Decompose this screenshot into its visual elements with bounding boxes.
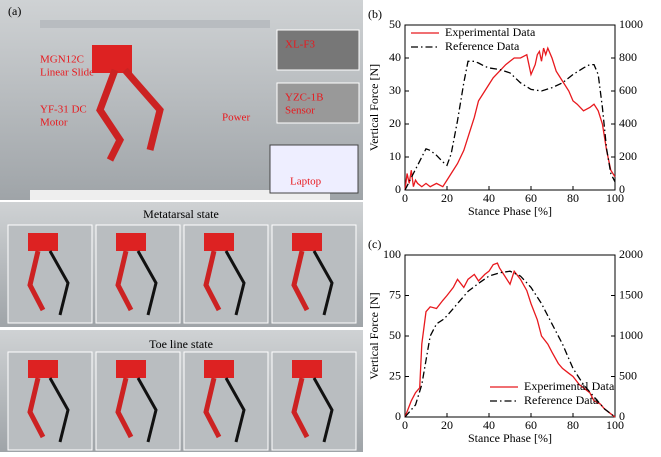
annotation: YZC-1B bbox=[285, 92, 324, 104]
annotation: MGN12C bbox=[40, 54, 84, 66]
data-line bbox=[405, 61, 615, 190]
x-tick-label: 80 bbox=[567, 418, 579, 432]
y2-tick-label: 2000 bbox=[619, 247, 643, 261]
y-tick-label: 10 bbox=[389, 149, 401, 163]
caption: Toe line state bbox=[149, 337, 213, 351]
caption: Metatarsal state bbox=[143, 207, 219, 221]
legend-label: Experimental Data bbox=[445, 25, 536, 39]
data-line bbox=[405, 48, 615, 190]
photo-motor bbox=[28, 233, 58, 251]
annotation: Linear Slide bbox=[40, 67, 94, 79]
x-axis-title: Stance Phase [%] bbox=[468, 431, 552, 445]
y2-tick-label: 1500 bbox=[619, 287, 643, 301]
y2-tick-label: 0 bbox=[619, 409, 625, 423]
y2-tick-label: 400 bbox=[619, 116, 637, 130]
annotation: XL-F3 bbox=[285, 39, 315, 51]
y2-tick-label: 600 bbox=[619, 83, 637, 97]
y-axis-title: Vertical Force [N] bbox=[367, 292, 381, 379]
legend-label: Reference Data bbox=[524, 393, 599, 407]
photo-frame bbox=[40, 20, 270, 28]
x-tick-label: 40 bbox=[483, 418, 495, 432]
legend-label: Reference Data bbox=[445, 39, 520, 53]
x-tick-label: 80 bbox=[567, 191, 579, 205]
y-tick-label: 20 bbox=[389, 116, 401, 130]
x-tick-label: 40 bbox=[483, 191, 495, 205]
photo-motor bbox=[204, 360, 234, 378]
y-tick-label: 25 bbox=[389, 368, 401, 382]
x-tick-label: 0 bbox=[402, 418, 408, 432]
y2-tick-label: 800 bbox=[619, 50, 637, 64]
y-axis-title: Vertical Force [N] bbox=[367, 64, 381, 151]
x-tick-label: 60 bbox=[525, 191, 537, 205]
y-tick-label: 40 bbox=[389, 50, 401, 64]
annotation: Motor bbox=[40, 117, 68, 129]
y2-tick-label: 200 bbox=[619, 149, 637, 163]
photo-motor bbox=[28, 360, 58, 378]
photo-motor bbox=[116, 360, 146, 378]
photo-motor bbox=[292, 233, 322, 251]
y-tick-label: 75 bbox=[389, 287, 401, 301]
y-tick-label: 0 bbox=[395, 409, 401, 423]
annotation: YF-31 DC bbox=[40, 104, 87, 116]
panel-label: (a) bbox=[8, 4, 21, 18]
figure: (a) MGN12CLinear Slide YF-31 DCMotor XL-F3… bbox=[0, 0, 661, 452]
y2-tick-label: 500 bbox=[619, 368, 637, 382]
photo-motor bbox=[204, 233, 234, 251]
annotation: Laptop bbox=[290, 176, 322, 188]
panel-label: (b) bbox=[368, 7, 382, 21]
annotation: Sensor bbox=[285, 105, 315, 117]
y2-tick-label: 1000 bbox=[619, 17, 643, 31]
legend-label: Experimental Data bbox=[524, 379, 615, 393]
photo-motor bbox=[92, 45, 132, 73]
photo-motor bbox=[116, 233, 146, 251]
y2-tick-label: 0 bbox=[619, 182, 625, 196]
y-tick-label: 30 bbox=[389, 83, 401, 97]
x-tick-label: 20 bbox=[441, 191, 453, 205]
x-tick-label: 20 bbox=[441, 418, 453, 432]
y-tick-label: 50 bbox=[389, 328, 401, 342]
y2-tick-label: 1000 bbox=[619, 328, 643, 342]
y-tick-label: 0 bbox=[395, 182, 401, 196]
y-tick-label: 100 bbox=[383, 247, 401, 261]
photo-motor bbox=[292, 360, 322, 378]
x-tick-label: 60 bbox=[525, 418, 537, 432]
x-tick-label: 0 bbox=[402, 191, 408, 205]
annotation: Power bbox=[222, 112, 250, 124]
y-tick-label: 50 bbox=[389, 17, 401, 31]
panel-label: (c) bbox=[368, 237, 381, 251]
x-axis-title: Stance Phase [%] bbox=[468, 204, 552, 218]
